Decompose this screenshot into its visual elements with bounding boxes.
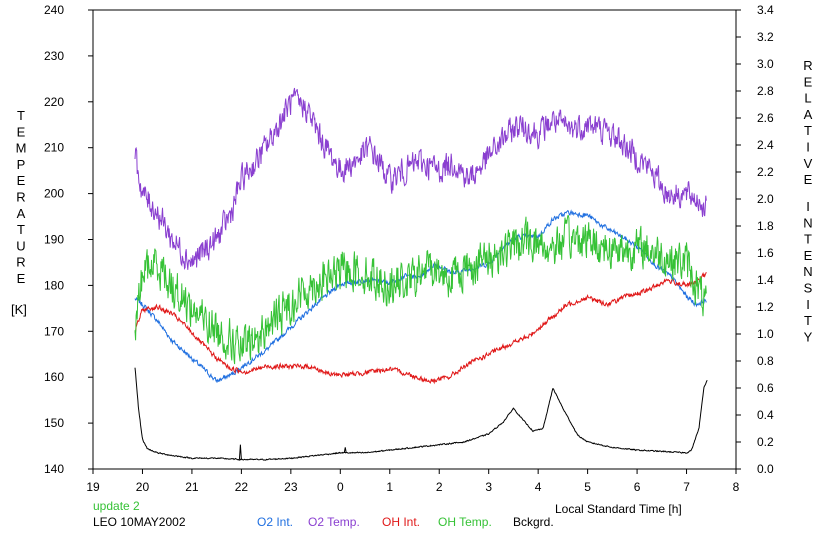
update-text: update 2 — [93, 499, 140, 513]
y-right-label-letter: I — [806, 140, 810, 155]
y-right-label-letter: S — [804, 281, 813, 296]
y-left-tick-label: 190 — [44, 233, 64, 247]
y-right-tick-label: 2.6 — [757, 111, 774, 125]
y-right-tick-label: 0.2 — [757, 435, 774, 449]
y-left-label-letter: M — [16, 141, 27, 156]
series-line-oh-temp — [134, 214, 707, 365]
legend-entry: O2 Temp. — [308, 515, 360, 529]
plot-area — [92, 9, 737, 470]
y-left-tick-label: 140 — [44, 462, 64, 476]
y-right-label-letter: T — [804, 123, 812, 138]
y-right-tick-label: 2.0 — [757, 192, 774, 206]
y-right-tick-label: 3.2 — [757, 30, 774, 44]
y-left-unit: [K] — [11, 302, 27, 317]
x-tick-label: 8 — [733, 480, 740, 494]
y-left-label-letter: T — [17, 108, 25, 123]
y-right-label-letter: R — [803, 58, 812, 73]
y-left-tick-label: 180 — [44, 278, 64, 292]
y-left-label-letter: T — [17, 222, 25, 237]
x-axis-label: Local Standard Time [h] — [555, 502, 682, 516]
y-right-label-letter: Y — [804, 329, 813, 344]
y-left-tick-label: 220 — [44, 95, 64, 109]
y-left-label-letter: E — [17, 124, 26, 139]
y-left-tick-label: 160 — [44, 370, 64, 384]
legend: O2 Int. O2 Temp. OH Int. OH Temp. Bckgrd. — [257, 515, 554, 529]
y-left-label-letter: U — [16, 238, 25, 253]
x-tick-label: 7 — [683, 480, 690, 494]
y-right-label-letter: T — [804, 313, 812, 328]
x-tick-label: 2 — [436, 480, 443, 494]
y-right-tick-label: 2.2 — [757, 165, 774, 179]
series-line-o2-temp — [134, 87, 707, 271]
y-right-label-letter: E — [804, 172, 813, 187]
y-right-tick-label: 1.4 — [757, 273, 774, 287]
y-left-label-letter: R — [16, 255, 25, 270]
series-group — [134, 87, 708, 461]
series-line-o2-int — [134, 209, 707, 383]
y-right-label-letter: I — [806, 199, 810, 214]
series-line-bckgrd — [134, 367, 708, 461]
series-line-oh-int — [134, 271, 707, 385]
y-right-tick-label: 0.4 — [757, 408, 774, 422]
y-left-label-letter: E — [17, 173, 26, 188]
background-spike — [343, 447, 347, 453]
x-tick-label: 3 — [485, 480, 492, 494]
y-right-label-letter: A — [804, 107, 813, 122]
y-left-tick-label: 240 — [44, 3, 64, 17]
y-right-tick-label: 3.4 — [757, 3, 774, 17]
x-tick-label: 23 — [284, 480, 298, 494]
legend-entry: Bckgrd. — [513, 515, 554, 529]
y-left-axis-ticks: 140 150 160 170 180 190 200 210 220 230 240 — [44, 3, 93, 476]
y-right-tick-label: 1.8 — [757, 219, 774, 233]
y-right-label-letter: N — [803, 215, 812, 230]
x-tick-label: 19 — [86, 480, 100, 494]
y-left-label-letter: R — [16, 190, 25, 205]
y-right-label-letter: E — [804, 248, 813, 263]
y-left-tick-label: 200 — [44, 187, 64, 201]
x-tick-label: 21 — [185, 480, 199, 494]
legend-entry: OH Int. — [382, 515, 420, 529]
y-left-tick-label: 150 — [44, 416, 64, 430]
y-left-label-letter: A — [17, 206, 26, 221]
y-left-tick-label: 170 — [44, 324, 64, 338]
y-right-label-letter: I — [806, 297, 810, 312]
x-tick-label: 0 — [337, 480, 344, 494]
background-spike — [238, 444, 242, 460]
y-right-tick-label: 1.0 — [757, 327, 774, 341]
y-left-label-letter: E — [17, 271, 26, 286]
y-right-label-letter: L — [804, 91, 811, 106]
y-right-tick-label: 1.2 — [757, 300, 774, 314]
y-left-label-letter: P — [17, 157, 26, 172]
y-right-label-letter: T — [804, 232, 812, 247]
x-tick-label: 4 — [535, 480, 542, 494]
x-tick-label: 1 — [386, 480, 393, 494]
legend-entry: O2 Int. — [257, 515, 293, 529]
y-right-tick-label: 0.8 — [757, 354, 774, 368]
y-right-label-letter: V — [804, 156, 813, 171]
y-right-axis-ticks: 0.0 0.2 0.4 0.6 0.8 1.0 1.2 1.4 1.6 1.8 2.0 2.2 2.4 2… — [736, 3, 774, 476]
y-right-label-letter: N — [803, 264, 812, 279]
x-axis-ticks: 19 20 21 22 23 0 1 2 3 4 5 6 7 8 — [86, 469, 740, 494]
x-tick-label: 22 — [235, 480, 249, 494]
y-right-tick-label: 0.6 — [757, 381, 774, 395]
y-right-label-letter: E — [804, 74, 813, 89]
y-left-tick-label: 230 — [44, 49, 64, 63]
station-text: LEO 10MAY2002 — [93, 515, 186, 529]
y-right-tick-label: 2.4 — [757, 138, 774, 152]
y-right-tick-label: 0.0 — [757, 462, 774, 476]
x-tick-label: 20 — [136, 480, 150, 494]
y-left-tick-label: 210 — [44, 141, 64, 155]
x-tick-label: 6 — [634, 480, 641, 494]
y-right-tick-label: 2.8 — [757, 84, 774, 98]
y-right-tick-label: 3.0 — [757, 57, 774, 71]
legend-entry: OH Temp. — [438, 515, 492, 529]
x-tick-label: 5 — [584, 480, 591, 494]
y-right-tick-label: 1.6 — [757, 246, 774, 260]
